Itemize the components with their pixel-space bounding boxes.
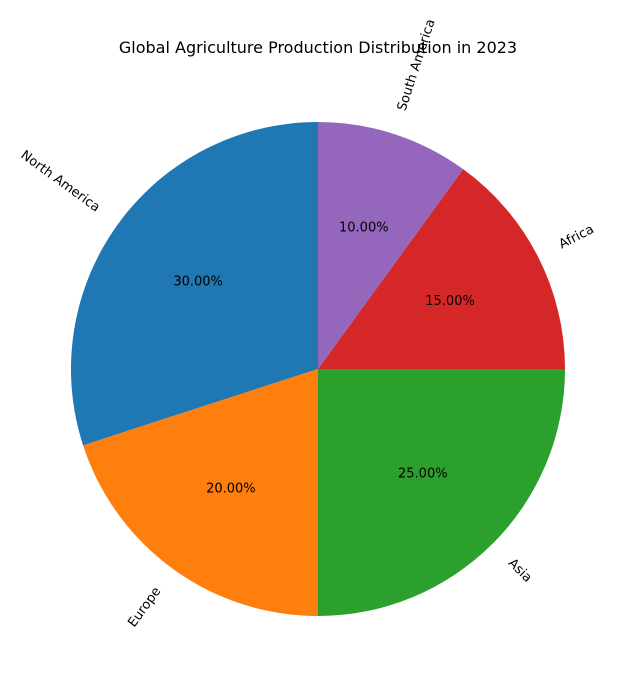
- pie-slice-africa: [318, 169, 565, 369]
- category-label-europe: Europe: [125, 584, 164, 630]
- pie-slice-asia: [318, 369, 565, 616]
- chart-title: Global Agriculture Production Distributi…: [119, 38, 517, 57]
- category-label-africa: Africa: [557, 222, 597, 252]
- category-label-asia: Asia: [505, 556, 535, 586]
- pie-slice-north-america: [70, 122, 318, 446]
- percent-label-europe: 20.00%: [206, 481, 256, 496]
- pie-slices: [70, 122, 565, 616]
- category-label-north-america: North America: [18, 148, 103, 215]
- percent-label-north-america: 30.00%: [173, 274, 223, 289]
- percent-label-africa: 15.00%: [425, 294, 475, 309]
- percent-label-south-america: 10.00%: [339, 221, 389, 236]
- category-label-south-america: South America: [395, 17, 439, 113]
- pie-slice-south-america: [318, 122, 464, 369]
- percent-label-asia: 25.00%: [398, 466, 448, 481]
- pie-slice-europe: [83, 369, 318, 616]
